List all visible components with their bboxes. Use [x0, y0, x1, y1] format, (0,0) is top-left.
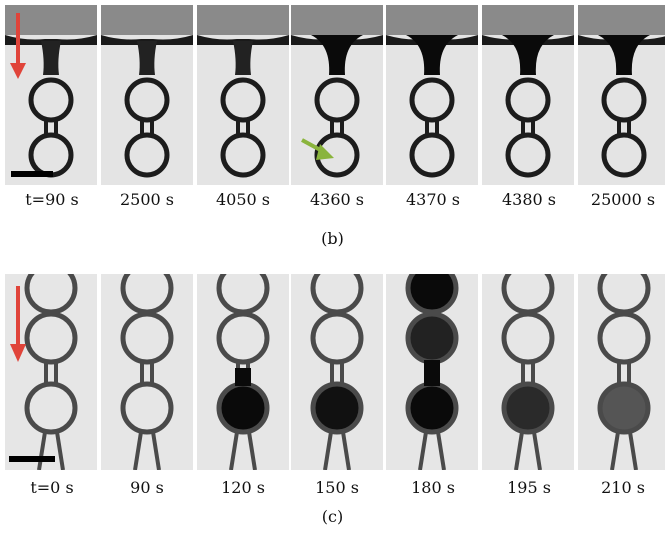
scale-bar: [9, 456, 55, 462]
micrograph-frame: [482, 5, 574, 185]
time-label: 120 s: [221, 478, 265, 497]
panel-c: [0, 274, 665, 470]
time-label: 90 s: [130, 478, 164, 497]
chamber: [601, 77, 647, 123]
dark-plug: [502, 35, 554, 75]
chamber: [216, 381, 270, 435]
chamber: [314, 132, 360, 178]
flow-direction-arrow: [10, 13, 26, 79]
micrograph-frame: [386, 5, 478, 185]
panel-b-time-labels: t=90 s 2500 s 4050 s 4360 s 4370 s 4380 s 2500…: [0, 190, 665, 212]
chamber: [216, 311, 270, 365]
chamber: [505, 77, 551, 123]
dark-plug: [311, 35, 363, 75]
chamber: [220, 77, 266, 123]
chamber: [120, 311, 174, 365]
chamber: [28, 77, 74, 123]
chamber: [597, 311, 651, 365]
chamber: [124, 132, 170, 178]
chamber: [310, 311, 364, 365]
chamber: [597, 381, 651, 435]
chamber: [24, 381, 78, 435]
time-label: 4050 s: [215, 190, 270, 209]
micrograph-frame: [197, 274, 289, 470]
chamber: [409, 132, 455, 178]
chamber: [120, 381, 174, 435]
time-label: 180 s: [411, 478, 455, 497]
chamber: [601, 132, 647, 178]
time-label: 2500 s: [119, 190, 174, 209]
time-label: 4370 s: [405, 190, 460, 209]
micrograph-frame: [5, 274, 97, 470]
time-label: 195 s: [507, 478, 551, 497]
chamber: [28, 132, 74, 178]
flow-direction-arrow: [10, 286, 26, 362]
chamber: [405, 311, 459, 365]
chamber: [24, 311, 78, 365]
panel-b: [0, 5, 665, 185]
panel-b-label: (b): [321, 229, 344, 248]
time-label: 4360 s: [309, 190, 364, 209]
chamber: [501, 381, 555, 435]
micrograph-frame: [101, 5, 193, 185]
micrograph-frame: [578, 274, 665, 470]
scale-bar: [11, 171, 53, 177]
dark-plug: [598, 35, 650, 75]
micrograph-frame: [578, 5, 665, 185]
micrograph-frame: [386, 274, 478, 470]
time-label: 25000 s: [590, 190, 656, 209]
time-label: 150 s: [315, 478, 359, 497]
chamber: [314, 77, 360, 123]
micrograph-frame: [291, 5, 383, 185]
time-label: t=0 s: [30, 478, 74, 497]
dark-plug: [406, 35, 458, 75]
time-label: 4380 s: [501, 190, 556, 209]
chamber: [505, 132, 551, 178]
micrograph-frame: [482, 274, 574, 470]
chamber: [310, 381, 364, 435]
micrograph-frame: [291, 274, 383, 470]
time-label: 210 s: [601, 478, 645, 497]
chamber: [409, 77, 455, 123]
time-label: t=90 s: [25, 190, 79, 209]
chamber: [501, 311, 555, 365]
micrograph-frame: [101, 274, 193, 470]
bubble-marker-arrow: [301, 138, 334, 160]
panel-c-label: (c): [321, 507, 344, 526]
panel-c-time-labels: t=0 s 90 s 120 s 150 s 180 s 195 s 210 s: [0, 478, 665, 500]
chamber: [405, 381, 459, 435]
micrograph-frame: [197, 5, 289, 185]
chamber: [124, 77, 170, 123]
chamber: [220, 132, 266, 178]
